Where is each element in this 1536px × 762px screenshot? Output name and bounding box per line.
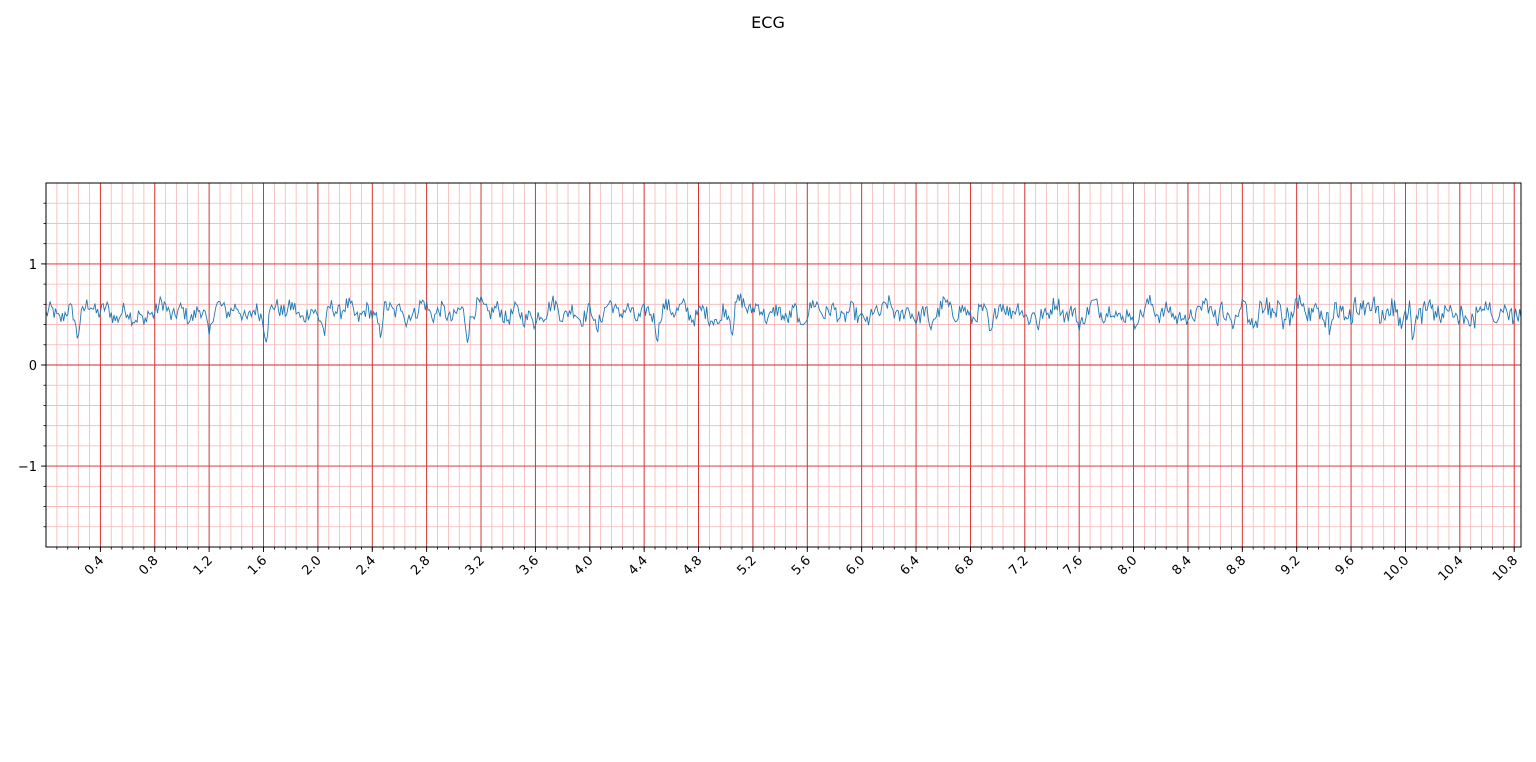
x-tick-label: 0.8 — [136, 553, 161, 578]
x-tick-label: 1.6 — [245, 553, 270, 578]
x-tick-label: 3.6 — [517, 553, 542, 578]
x-tick-label: 6.0 — [843, 553, 868, 578]
x-tick-label: 2.0 — [299, 553, 324, 578]
x-tick-label: 1.2 — [191, 553, 216, 578]
x-tick-label: 4.4 — [626, 553, 651, 578]
x-tick-label: 10.8 — [1490, 553, 1521, 584]
y-tick-label: −1 — [18, 460, 37, 475]
x-tick-label: 8.8 — [1224, 553, 1249, 578]
x-tick-label: 4.0 — [571, 553, 596, 578]
x-tick-label: 6.8 — [952, 553, 977, 578]
x-tick-label: 9.6 — [1333, 553, 1358, 578]
x-tick-label: 2.8 — [408, 553, 433, 578]
x-tick-label: 9.2 — [1278, 553, 1303, 578]
ecg-series-line — [45, 293, 1522, 343]
x-tick-label: 5.6 — [789, 553, 814, 578]
x-tick-label: 8.4 — [1170, 553, 1195, 578]
x-tick-label: 3.2 — [463, 553, 488, 578]
y-tick-label: 1 — [29, 258, 37, 273]
x-tick-label: 2.4 — [354, 553, 379, 578]
x-tick-label: 0.4 — [82, 553, 107, 578]
x-tick-label: 6.4 — [898, 553, 923, 578]
x-tick-label: 8.0 — [1115, 553, 1140, 578]
major-grid — [46, 183, 1521, 547]
x-tick-label: 7.2 — [1006, 553, 1031, 578]
x-tick-label: 7.6 — [1061, 553, 1086, 578]
chart-title: ECG — [751, 13, 785, 32]
y-axis: 1 0 −1 — [18, 202, 46, 528]
x-tick-label: 10.0 — [1381, 553, 1412, 584]
x-axis: 0.4 0.8 1.2 1.6 2.0 2.4 2.8 3.2 3.6 4.0 4.4 4.8 5.2 5… — [56, 547, 1521, 584]
y-tick-label: 0 — [29, 359, 37, 374]
x-tick-label: 10.4 — [1436, 553, 1467, 584]
x-tick-label: 4.8 — [680, 553, 705, 578]
x-tick-label: 5.2 — [735, 553, 760, 578]
